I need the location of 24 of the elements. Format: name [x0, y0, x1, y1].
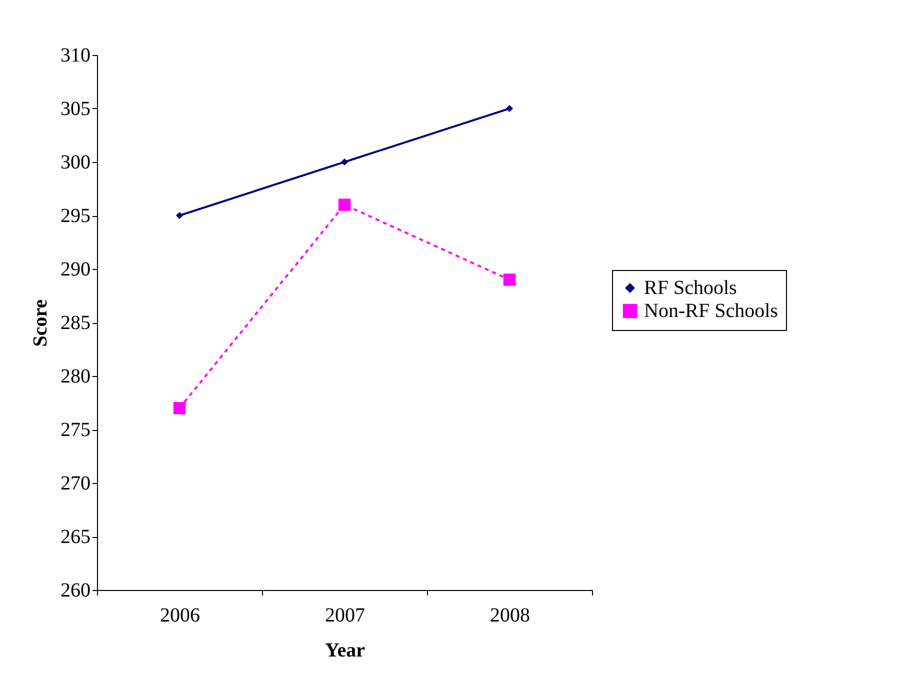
y-tick-label: 265 [60, 526, 90, 548]
y-tick-label: 310 [60, 44, 90, 66]
point [338, 198, 351, 211]
y-tick-label: 305 [60, 98, 90, 120]
y-tick-label: 300 [60, 152, 90, 174]
y-tick-label: 270 [60, 472, 90, 494]
y-tick-label: 290 [60, 258, 90, 280]
point [506, 104, 514, 112]
y-tick-label: 260 [60, 580, 90, 602]
legend-label: RF Schools [644, 277, 738, 299]
y-tick-label: 280 [60, 366, 90, 388]
point [340, 158, 348, 166]
point [503, 274, 516, 286]
legend-label: Non-RF Schools [644, 300, 778, 322]
point [176, 212, 184, 220]
y-tick-label: 285 [60, 312, 90, 334]
y-axis-title: Score [30, 299, 52, 347]
x-tick-label: 2008 [490, 604, 530, 626]
y-tick-label: 275 [60, 419, 90, 441]
x-tick-label: 2007 [325, 604, 365, 626]
x-tick-label: 2006 [160, 604, 200, 626]
x-axis-title: Year [325, 640, 366, 662]
y-tick-label: 295 [60, 205, 90, 227]
point [173, 402, 186, 414]
